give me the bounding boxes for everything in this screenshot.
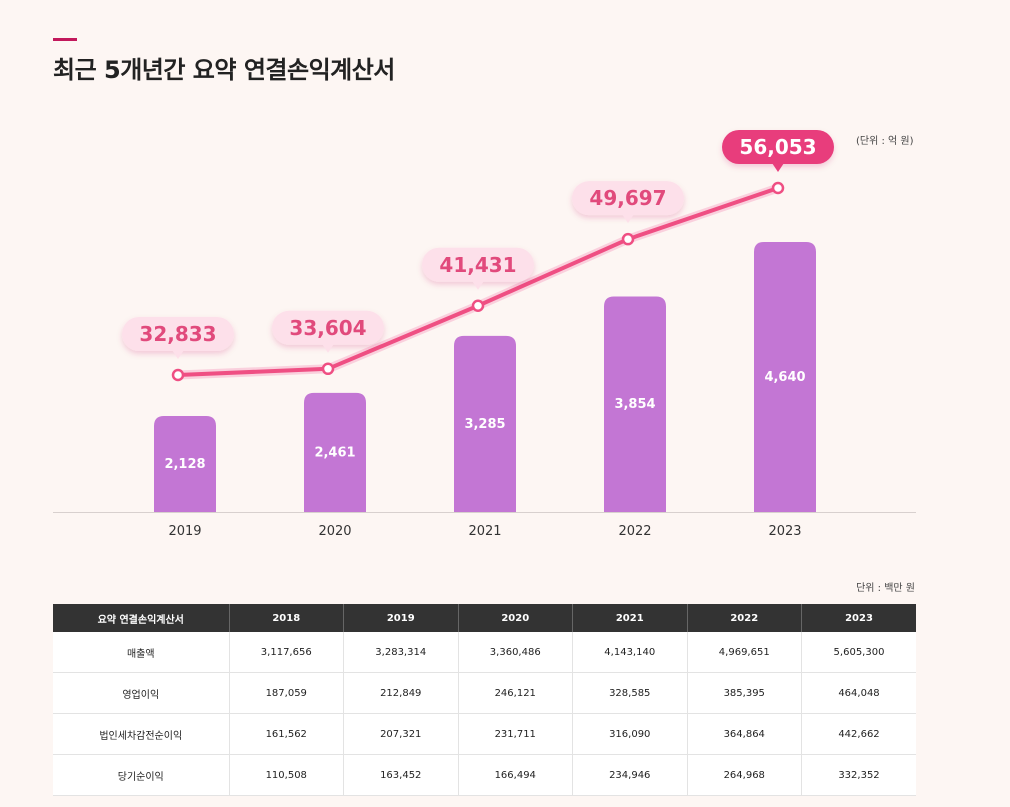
table-cell: 166,494 (458, 754, 573, 796)
x-tick-label: 2023 (768, 524, 801, 539)
table-cell: 110,508 (229, 754, 344, 796)
table-cell: 3,283,314 (343, 632, 459, 673)
table-cell: 163,452 (343, 754, 459, 796)
table-cell: 385,395 (687, 672, 802, 714)
table-cell: 187,059 (229, 672, 344, 714)
table-cell: 161,562 (229, 713, 344, 755)
table-cell: 3,360,486 (458, 632, 573, 673)
line-value-label: 49,697 (589, 186, 666, 210)
table-cell: 5,605,300 (801, 632, 916, 673)
bar-value-label: 3,854 (614, 397, 655, 412)
line-point (471, 299, 485, 313)
page-title: 최근 5개년간 요약 연결손익계산서 (53, 56, 395, 84)
bar (304, 392, 366, 512)
column-header: 2021 (572, 604, 688, 632)
table-unit-label: 단위 : 백만 원 (856, 583, 915, 594)
table-cell: 364,864 (687, 713, 802, 755)
line-point (321, 362, 335, 376)
table-cell: 464,048 (801, 672, 916, 714)
table-cell: 3,117,656 (229, 632, 344, 673)
line-value-label: 33,604 (289, 316, 366, 340)
bar (154, 416, 216, 512)
table-cell: 4,969,651 (687, 632, 802, 673)
row-label: 당기순이익 (53, 754, 230, 796)
bar (454, 335, 516, 512)
line-point (171, 368, 185, 382)
column-header: 2019 (343, 604, 459, 632)
table-header-row: 요약 연결손익계산서 2018 2019 2020 2021 2022 2023 (53, 604, 916, 632)
table-row: 당기순이익 110,508 163,452 166,494 234,946 264,968… (53, 754, 916, 796)
value-bubble: 49,697 (572, 181, 684, 224)
bar-value-label: 4,640 (764, 370, 805, 385)
combo-chart: 2,128 2019 2,461 2020 3,285 2021 3,854 2022 4,64… (53, 130, 916, 539)
line-value-label: 41,431 (439, 253, 516, 277)
title-accent-bar (53, 38, 77, 41)
line-value-label: 32,833 (139, 322, 216, 346)
column-header: 요약 연결손익계산서 (53, 604, 230, 632)
column-header: 2020 (458, 604, 573, 632)
column-header: 2018 (229, 604, 344, 632)
line-point (621, 232, 635, 246)
bar (604, 296, 666, 512)
table-cell: 246,121 (458, 672, 573, 714)
value-bubble: 33,604 (272, 310, 384, 353)
bar-value-label: 2,128 (164, 457, 205, 472)
highlight-value-bubble: 56,053 (722, 130, 834, 172)
table-cell: 231,711 (458, 713, 573, 755)
bar-value-label: 3,285 (464, 417, 505, 432)
bar (754, 242, 816, 512)
table-row: 영업이익 187,059 212,849 246,121 328,585 385,395 4… (53, 672, 916, 714)
column-header: 2022 (687, 604, 802, 632)
value-bubble: 32,833 (122, 317, 234, 359)
table-cell: 212,849 (343, 672, 459, 714)
column-header: 2023 (801, 604, 916, 632)
income-statement-table: 요약 연결손익계산서 2018 2019 2020 2021 2022 2023 매출액 3,… (53, 604, 916, 796)
x-tick-label: 2022 (618, 524, 651, 539)
table-cell: 328,585 (572, 672, 688, 714)
x-tick-label: 2019 (168, 524, 201, 539)
row-label: 매출액 (53, 632, 230, 673)
table-cell: 234,946 (572, 754, 688, 796)
bar-value-label: 2,461 (314, 445, 355, 460)
row-label: 법인세차감전순이익 (53, 713, 230, 755)
x-tick-label: 2021 (468, 524, 501, 539)
x-tick-label: 2020 (318, 524, 351, 539)
table-row: 매출액 3,117,656 3,283,314 3,360,486 4,143,140 4… (53, 632, 916, 673)
line-value-label: 56,053 (739, 135, 816, 159)
chart-unit-label: (단위 : 억 원) (856, 136, 914, 147)
table-cell: 442,662 (801, 713, 916, 755)
line-point (771, 181, 785, 195)
table-cell: 264,968 (687, 754, 802, 796)
table-cell: 316,090 (572, 713, 688, 755)
table-cell: 207,321 (343, 713, 459, 755)
table-row: 법인세차감전순이익 161,562 207,321 231,711 316,090 364… (53, 713, 916, 755)
table-cell: 332,352 (801, 754, 916, 796)
row-label: 영업이익 (53, 672, 230, 714)
value-bubble: 41,431 (422, 247, 534, 290)
table-cell: 4,143,140 (572, 632, 688, 673)
